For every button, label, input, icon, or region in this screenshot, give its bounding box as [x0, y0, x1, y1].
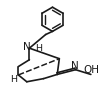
Text: H: H: [35, 44, 42, 53]
Text: N: N: [71, 61, 78, 71]
Text: H: H: [10, 75, 17, 84]
Text: OH: OH: [84, 65, 100, 75]
Text: N: N: [23, 42, 31, 52]
